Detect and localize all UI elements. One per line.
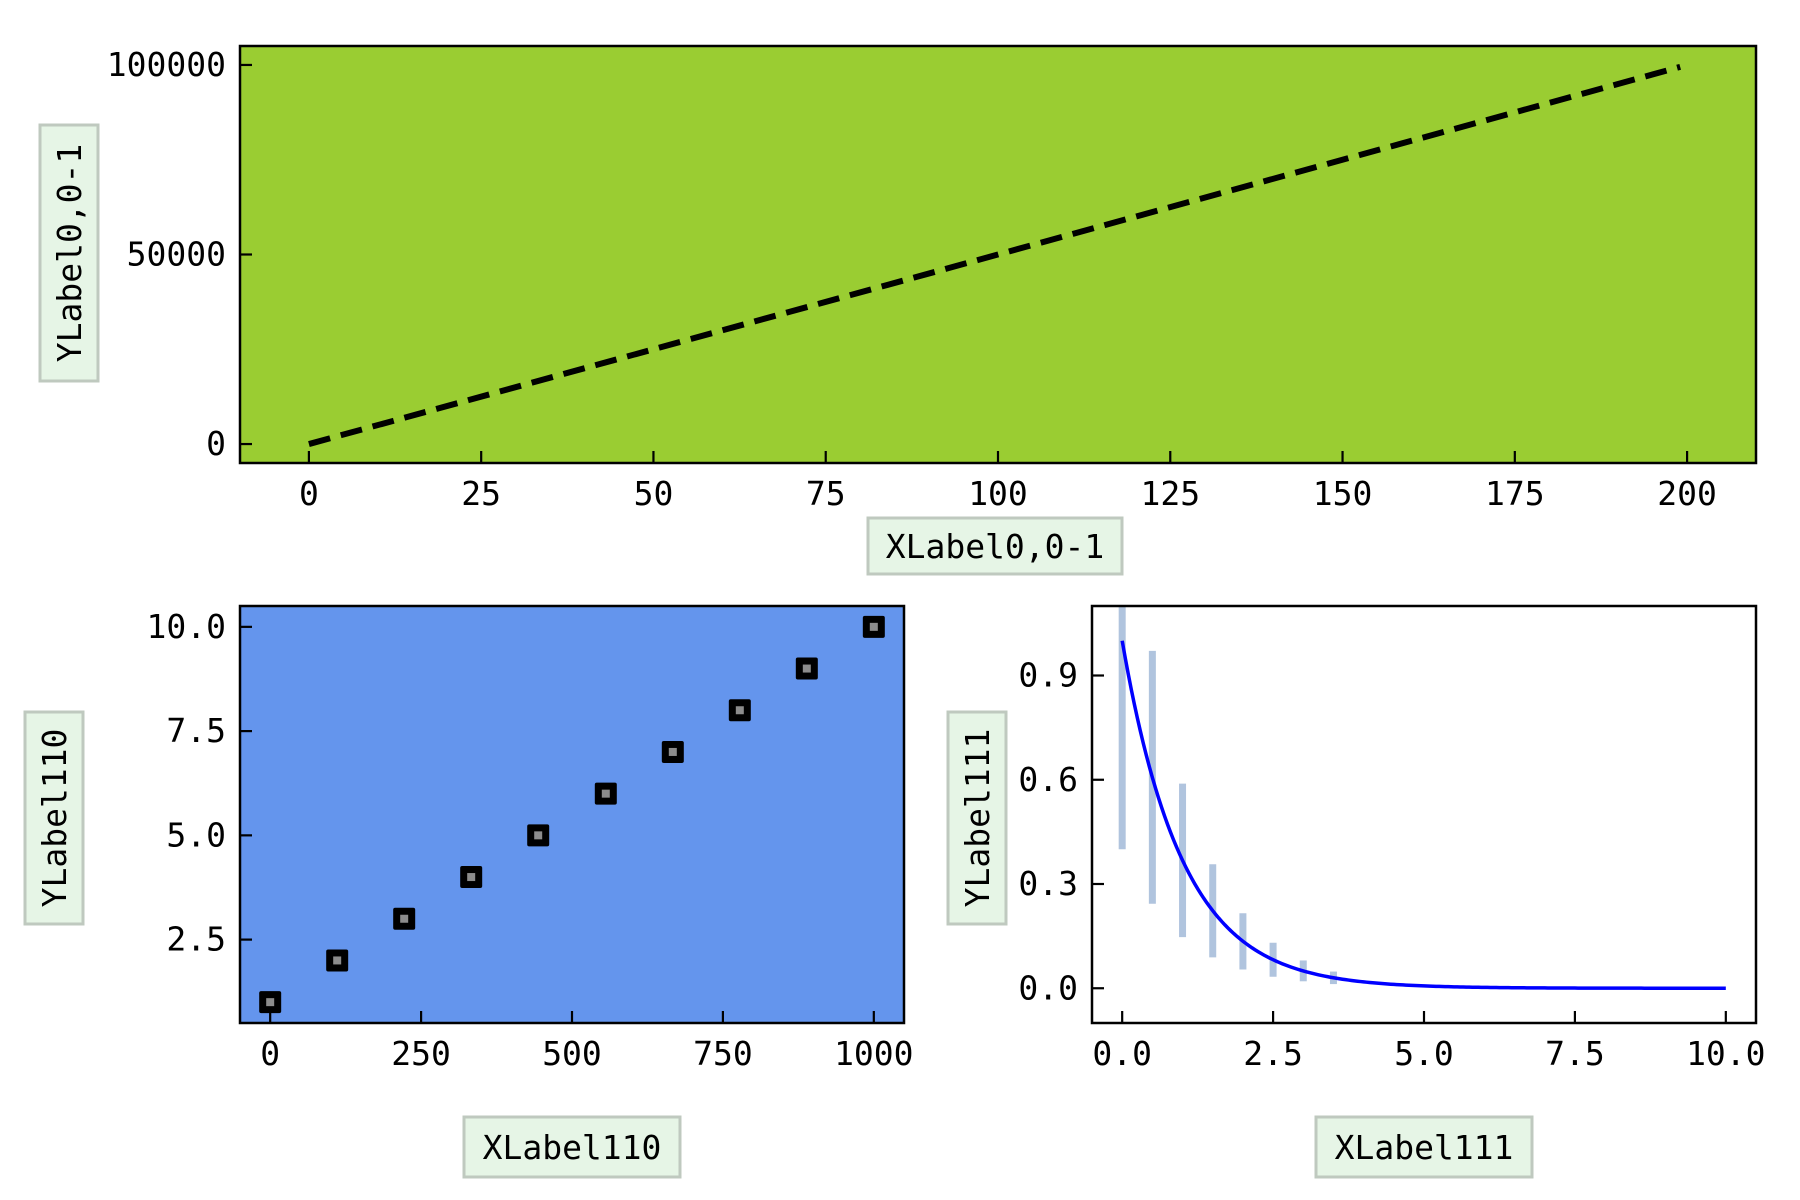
bottom-right-y-axis-label: YLabel111	[958, 729, 997, 908]
top-chart: 0 25 50 75 100 125 150 175 200 0 50000 100000 XLab…	[38, 44, 1758, 576]
bottom-left-marker	[393, 907, 416, 930]
bottom-right-x-tick-label: 2.5	[1243, 1034, 1303, 1073]
bottom-right-y-tick-label: 0.9	[1018, 656, 1078, 695]
bottom-right-x-axis-label: XLabel111	[1335, 1128, 1514, 1167]
bottom-left-ylabel-background	[23, 710, 85, 926]
bottom-right-x-tick-label: 10.0	[1686, 1034, 1765, 1073]
bottom-left-y-ticks: 2.5 5.0 7.5 10.0	[147, 607, 252, 959]
bottom-left-x-axis-label: XLabel110	[483, 1128, 662, 1167]
top-series	[308, 63, 1681, 447]
bottom-left-marker	[728, 699, 751, 722]
top-y-tick-label: 50000	[127, 235, 226, 274]
bottom-left-xlabel-box: XLabel110	[462, 1115, 682, 1179]
bottom-right-x-tick-label: 0.0	[1092, 1034, 1152, 1073]
bottom-left-chart: 0 250 500 750 1000 2.5 5.0 7.5 10.0 XLabel110 Y…	[23, 604, 914, 1179]
bottom-left-x-tick-label: 1000	[834, 1034, 913, 1073]
bottom-left-x-tick-label: 0	[260, 1034, 280, 1073]
bottom-left-y-tick-label: 7.5	[166, 711, 226, 750]
bottom-right-y-tick-label: 0.3	[1018, 864, 1078, 903]
bottom-left-y-axis-label: YLabel110	[35, 729, 74, 908]
bottom-left-marker	[795, 657, 818, 680]
bottom-right-x-ticks: 0.0 2.5 5.0 7.5 10.0	[1092, 1011, 1766, 1073]
top-x-tick-label: 150	[1313, 474, 1373, 513]
bottom-left-y-tick-label: 5.0	[166, 815, 226, 854]
bottom-left-marker-face	[802, 664, 811, 673]
top-y-axis-label: YLabel0,0-1	[50, 144, 89, 363]
bottom-left-series	[259, 615, 885, 1014]
top-x-tick-label: 200	[1657, 474, 1717, 513]
bottom-left-marker-face	[601, 789, 610, 798]
bottom-left-marker-face	[266, 998, 275, 1007]
top-xlabel-background	[866, 516, 1124, 576]
bottom-left-marker	[527, 824, 550, 847]
bottom-right-xlabel-box: XLabel111	[1314, 1115, 1534, 1179]
bottom-right-x-tick-label: 5.0	[1394, 1034, 1454, 1073]
bottom-left-marker	[259, 991, 282, 1014]
bottom-left-x-ticks: 0 250 500 750 1000	[260, 1011, 914, 1073]
bottom-left-xlabel-background	[462, 1115, 682, 1179]
bottom-left-marker-face	[668, 747, 677, 756]
top-y-tick-label: 0	[206, 424, 226, 463]
top-x-tick-label: 125	[1140, 474, 1200, 513]
top-x-tick-label: 50	[634, 474, 674, 513]
bottom-left-marker	[594, 782, 617, 805]
top-ylabel-background	[38, 123, 100, 383]
bottom-left-x-tick-label: 250	[391, 1034, 451, 1073]
bottom-right-chart: 0.0 2.5 5.0 7.5 10.0 0.00.30.60.9 XLabel111 …	[946, 604, 1766, 1179]
bottom-left-marker	[460, 866, 483, 889]
top-x-tick-label: 25	[461, 474, 501, 513]
bottom-left-marker-face	[735, 706, 744, 715]
bottom-right-axes-frame	[1090, 604, 1758, 1025]
top-axes-frame	[238, 44, 1758, 465]
bottom-right-ylabel-background	[946, 710, 1008, 926]
bottom-left-plot-background	[240, 606, 904, 1023]
bottom-right-y-tick-label: 0.6	[1018, 760, 1078, 799]
bottom-left-marker	[862, 615, 885, 638]
bottom-left-marker-face	[467, 873, 476, 882]
top-x-tick-label: 100	[968, 474, 1028, 513]
bottom-right-y-tick-label: 0.0	[1018, 968, 1078, 1007]
bottom-left-y-tick-label: 2.5	[166, 920, 226, 959]
bottom-left-marker	[326, 949, 349, 972]
top-y-ticks: 0 50000 100000	[107, 45, 252, 463]
bottom-left-y-tick-label: 10.0	[147, 607, 226, 646]
bottom-right-xlabel-background	[1314, 1115, 1534, 1179]
top-x-tick-label: 175	[1485, 474, 1545, 513]
bottom-left-x-tick-label: 750	[693, 1034, 753, 1073]
bottom-left-x-tick-label: 500	[542, 1034, 602, 1073]
bottom-left-marker-face	[400, 914, 409, 923]
bottom-left-ylabel-box: YLabel110	[23, 710, 85, 926]
bottom-right-ylabel-box: YLabel111	[946, 710, 1008, 926]
top-x-axis-label: XLabel0,0-1	[886, 527, 1105, 566]
bottom-right-series	[1120, 640, 1726, 990]
bottom-right-plot-background	[1092, 606, 1756, 1023]
bottom-left-marker-face	[333, 956, 342, 965]
bottom-left-marker	[661, 740, 684, 763]
top-x-tick-label: 0	[299, 474, 319, 513]
bottom-right-exp-curve	[1120, 640, 1726, 990]
top-x-tick-label: 75	[806, 474, 846, 513]
bottom-right-x-tick-label: 7.5	[1545, 1034, 1605, 1073]
top-x-ticks: 0 25 50 75 100 125 150 175 200	[299, 451, 1717, 513]
top-dashed-line	[308, 63, 1681, 447]
bottom-left-axes-frame	[238, 604, 906, 1025]
bottom-right-y-ticks: 0.0 0.3 0.6 0.9	[1018, 656, 1104, 1007]
top-ylabel-box: YLabel0,0-1	[38, 123, 100, 383]
top-xlabel-box: XLabel0,0-1	[866, 516, 1124, 576]
top-y-tick-label: 100000	[107, 45, 226, 84]
bottom-left-marker-face	[534, 831, 543, 840]
bottom-left-marker-face	[869, 622, 878, 631]
